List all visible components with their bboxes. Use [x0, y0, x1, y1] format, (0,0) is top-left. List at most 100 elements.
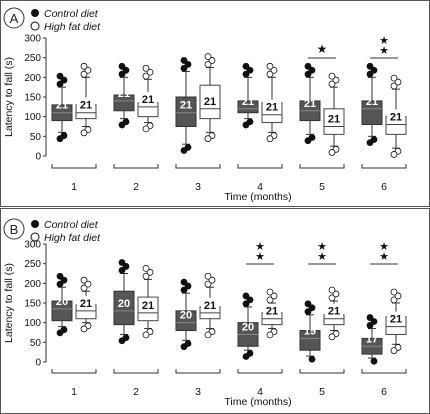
outlier-point [142, 264, 150, 272]
outlier-point [146, 268, 154, 276]
n-label-high-fat: 21 [266, 102, 278, 114]
outlier-point [208, 276, 216, 284]
outlier-point [270, 66, 278, 74]
box-control [113, 290, 135, 326]
outlier-point [242, 121, 250, 129]
outlier-point [142, 72, 150, 80]
n-label-control: 17 [366, 333, 378, 345]
significance-stars: ★ ★ [255, 241, 265, 263]
outlier-point [118, 259, 126, 266]
outlier-point [328, 80, 336, 88]
outlier-point [242, 353, 250, 360]
outlier-point [366, 139, 374, 147]
outlier-point [304, 70, 312, 78]
n-label-high-fat: 21 [266, 306, 278, 318]
y-tick-label: 150 [24, 299, 41, 310]
y-tick-label: 0 [35, 152, 41, 163]
outlier-point [142, 64, 150, 72]
n-label-bg [325, 303, 343, 317]
outlier-point [80, 70, 88, 78]
outlier-point [204, 135, 212, 143]
x-axis-label: Time (months) [224, 396, 291, 408]
legend-filled-marker [31, 220, 39, 228]
outlier-point [142, 331, 150, 339]
y-tick-label: 250 [24, 53, 41, 64]
outlier-point [332, 290, 340, 298]
outlier-point [208, 57, 216, 64]
outlier-point [80, 325, 88, 333]
outlier-point [56, 272, 64, 280]
outlier-point [118, 62, 126, 70]
x-tick-label: 4 [257, 181, 263, 193]
n-label-high-fat: 21 [142, 94, 154, 106]
outlier-point [180, 286, 188, 294]
outlier-point [246, 296, 254, 304]
outlier-point [122, 66, 130, 74]
y-tick-label: 200 [24, 279, 41, 290]
outlier-point [180, 64, 188, 72]
legend-control-label: Control diet [44, 219, 99, 231]
panel-label: A [10, 11, 19, 26]
outlier-point [142, 125, 150, 133]
outlier-point [204, 60, 212, 68]
group-bracket [113, 164, 159, 169]
outlier-point [56, 329, 64, 337]
outlier-point [204, 53, 212, 60]
x-tick-label: 1 [71, 386, 77, 398]
outlier-point [266, 70, 274, 78]
outlier-point [328, 286, 336, 294]
outlier-point [180, 57, 188, 64]
legend-hfd-label: High fat diet [44, 21, 101, 33]
outlier-point [118, 70, 126, 78]
outlier-point [204, 272, 212, 280]
x-tick-label: 4 [257, 386, 263, 398]
x-tick-label: 3 [195, 386, 201, 398]
outlier-point [246, 66, 254, 74]
y-tick-label: 300 [24, 34, 41, 45]
outlier-point [242, 62, 250, 70]
panel-label-circle [3, 7, 25, 29]
n-label-control: 21 [118, 88, 130, 100]
legend-open-marker [30, 232, 40, 242]
n-label-bg [325, 111, 343, 125]
n-label-high-fat: 21 [328, 306, 340, 318]
outlier-point [242, 292, 250, 300]
y-axis-label: Latency to fall (s) [3, 263, 15, 343]
outlier-point [366, 62, 374, 70]
n-label-control: 20 [118, 298, 130, 310]
y-tick-label: 0 [35, 358, 41, 369]
n-label-bg [263, 99, 281, 113]
outlier-point [118, 121, 126, 129]
outlier-point [180, 147, 188, 154]
outlier-point [80, 62, 88, 70]
x-tick-label: 5 [319, 386, 325, 398]
outlier-point [370, 318, 378, 325]
n-label-control: 21 [366, 96, 378, 108]
legend-filled-marker [31, 9, 39, 17]
outlier-point [390, 296, 398, 304]
n-label-bg [139, 297, 157, 311]
outlier-point [308, 304, 316, 312]
n-label-bg [263, 303, 281, 317]
n-label-bg [201, 297, 219, 311]
panel-label: B [10, 222, 19, 237]
outlier-point [304, 300, 312, 308]
n-label-control: 20 [180, 310, 192, 322]
n-label-control: 20 [56, 296, 68, 308]
significance-stars: ★ ★ [379, 35, 389, 57]
outlier-point [56, 135, 64, 143]
legend-control-label: Control diet [44, 8, 99, 20]
n-label-control: 21 [242, 96, 254, 108]
box-control [113, 94, 135, 112]
outlier-point [390, 82, 398, 90]
n-label-high-fat: 21 [390, 112, 402, 124]
x-tick-label: 6 [381, 386, 387, 398]
outlier-point [266, 288, 274, 296]
outlier-point [328, 72, 336, 80]
outlier-point [242, 70, 250, 78]
outlier-point [308, 66, 316, 74]
n-label-bg [387, 311, 405, 325]
outlier-point [366, 70, 374, 78]
